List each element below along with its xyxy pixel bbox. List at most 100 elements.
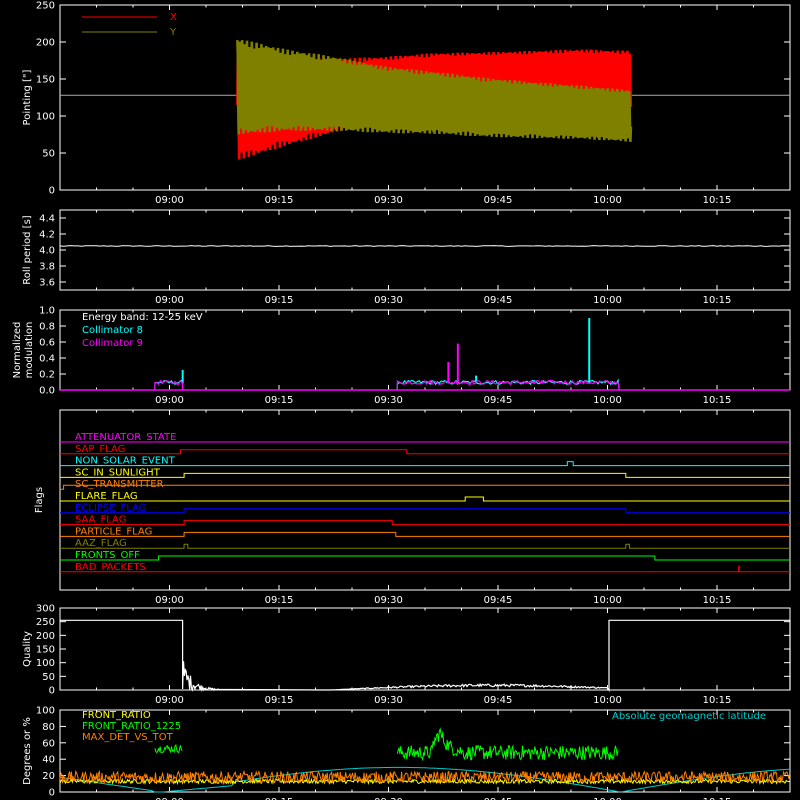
- y-tick-label: 60: [42, 738, 55, 749]
- flag-line: [60, 461, 790, 467]
- y-axis-label: modulation: [24, 322, 35, 379]
- x-tick-label: 09:15: [265, 695, 294, 706]
- y-tick-label: 0.2: [39, 370, 55, 381]
- legend-label: X: [170, 12, 177, 23]
- roll-period-line: [59, 245, 790, 247]
- flag-line: [60, 543, 790, 549]
- x-tick-label: 09:15: [265, 797, 294, 800]
- flag-line: [60, 496, 790, 502]
- x-tick-label: 09:45: [484, 295, 513, 306]
- y-tick-label: 0: [49, 686, 55, 697]
- x-tick-label: 09:45: [484, 695, 513, 706]
- legend-collimator-9: Collimator 9: [82, 338, 143, 349]
- x-tick-label: 09:30: [374, 195, 403, 206]
- y-tick-label: 150: [36, 645, 55, 656]
- x-tick-label: 09:15: [265, 295, 294, 306]
- x-tick-label: 10:00: [593, 295, 622, 306]
- x-tick-label: 10:15: [703, 595, 732, 606]
- flag-label: SC_IN_SUNLIGHT: [75, 467, 161, 478]
- y-axis-label: Roll period [s]: [22, 215, 33, 284]
- roll-period-panel: 09:00 09:15 09:30 09:45 10:00 10:15 3.6 3.8 4.0 4…: [22, 209, 791, 306]
- x-tick-label: 09:15: [265, 195, 294, 206]
- modulation-1-trace: [154, 379, 184, 391]
- y-tick-label: 0.0: [39, 386, 55, 397]
- y-tick-label: 250: [36, 617, 55, 628]
- flag-label: NON_SOLAR_EVENT: [75, 456, 176, 467]
- x-tick-label: 09:00: [155, 595, 184, 606]
- flag-label: SAA_FLAG: [75, 515, 126, 526]
- y-tick-label: 100: [36, 658, 55, 669]
- y-tick-label: 150: [36, 75, 55, 86]
- x-tick-label: 10:00: [593, 395, 622, 406]
- x-tick-label: 09:00: [155, 797, 184, 800]
- y-tick-label: 3.6: [39, 278, 55, 289]
- y-tick-label: 50: [42, 149, 55, 160]
- series-y-line: [236, 40, 633, 142]
- x-tick-label: 09:30: [374, 695, 403, 706]
- y-tick-label: 80: [42, 722, 55, 733]
- y-tick-label: 200: [36, 38, 55, 49]
- y-tick-label: 20: [42, 771, 55, 782]
- modulation-1-trace: [396, 379, 620, 391]
- y-tick-label: 50: [42, 672, 55, 683]
- x-tick-label: 09:30: [374, 595, 403, 606]
- modulation-panel: 09:00 09:15 09:30 09:45 10:00 10:15 0.0 0.2 0.4 0…: [12, 306, 791, 406]
- x-tick-label: 10:15: [703, 395, 732, 406]
- pointing-panel: 09:00 09:15 09:30 09:45 10:00 10:15 0 50 100 150 2…: [22, 1, 791, 206]
- y-tick-label: 300: [36, 604, 55, 615]
- max-det-vs-tot-line: [59, 769, 791, 785]
- y-tick-label: 0.4: [39, 354, 55, 365]
- y-tick-label: 250: [36, 1, 55, 12]
- front-ratio-1225-line: [396, 727, 619, 762]
- flag-line: [60, 449, 790, 455]
- flag-label: ATTENUATOR_STATE: [75, 432, 176, 443]
- quality-line: [60, 619, 791, 693]
- x-tick-label: 10:15: [703, 797, 732, 800]
- x-tick-label: 10:15: [703, 695, 732, 706]
- modulation-0-trace: [154, 379, 184, 391]
- y-tick-label: 0.6: [39, 338, 55, 349]
- x-tick-label: 09:30: [374, 797, 403, 800]
- x-tick-label: 09:15: [265, 595, 294, 606]
- flag-label: FRONTS_OFF: [75, 550, 140, 561]
- x-tick-label: 10:00: [593, 195, 622, 206]
- flag-line: [60, 555, 790, 561]
- flag-label: ECLIPSE_FLAG: [75, 503, 146, 514]
- x-tick-label: 09:00: [155, 395, 184, 406]
- flag-label: SAP_FLAG: [75, 444, 125, 455]
- x-tick-label: 10:00: [593, 595, 622, 606]
- x-tick-label: 09:00: [155, 295, 184, 306]
- legend-front-ratio: FRONT_RATIO: [82, 710, 151, 721]
- x-tick-label: 10:00: [593, 695, 622, 706]
- y-tick-label: 4.2: [39, 230, 55, 241]
- quality-panel: 09:00 09:15 09:30 09:45 10:00 10:15 0 50 100 150 2…: [22, 604, 791, 706]
- flag-label: PARTICLE_FLAG: [75, 526, 152, 537]
- x-tick-label: 09:45: [484, 195, 513, 206]
- y-axis-label: Quality: [22, 631, 33, 667]
- flag-label: SC_TRANSMITTER: [75, 479, 164, 490]
- flag-label: FLARE_FLAG: [75, 491, 138, 502]
- y-tick-label: 100: [36, 706, 55, 717]
- x-tick-label: 09:45: [484, 797, 513, 800]
- y-axis-label: Flags: [34, 487, 45, 513]
- flag-line: [60, 472, 790, 478]
- geomagnetic-latitude-label: Absolute geomagnetic latitude: [612, 711, 766, 722]
- y-axis-label: Normalized: [12, 322, 23, 379]
- y-tick-label: 3.8: [39, 262, 55, 273]
- ratios-panel: 09:00 09:15 09:30 09:45 10:00 10:15 0 20 40 60 80 1…: [22, 706, 791, 800]
- x-tick-label: 09:00: [155, 695, 184, 706]
- y-axis-label: Degrees or %: [22, 717, 33, 785]
- y-tick-label: 4.0: [39, 246, 55, 257]
- x-tick-label: 10:15: [703, 295, 732, 306]
- geomagnetic-latitude-line: [59, 766, 791, 793]
- x-tick-label: 09:45: [484, 595, 513, 606]
- flag-line: [60, 520, 790, 526]
- y-tick-label: 0: [49, 788, 55, 799]
- y-tick-label: 4.4: [39, 214, 55, 225]
- y-tick-label: 1.0: [39, 306, 55, 317]
- flag-line: [60, 508, 790, 514]
- y-tick-label: 40: [42, 755, 55, 766]
- x-tick-label: 09:15: [265, 395, 294, 406]
- flag-label: AAZ_FLAG: [75, 538, 127, 549]
